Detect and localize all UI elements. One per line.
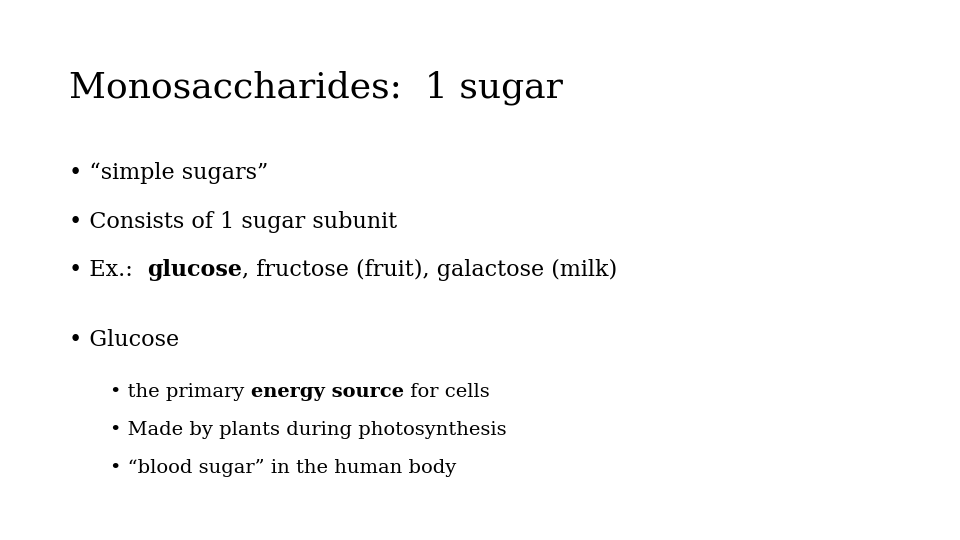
Text: energy source: energy source (251, 383, 404, 401)
Text: • Made by plants during photosynthesis: • Made by plants during photosynthesis (110, 421, 507, 439)
Text: • Ex.:: • Ex.: (69, 259, 147, 281)
Text: • Consists of 1 sugar subunit: • Consists of 1 sugar subunit (69, 211, 397, 233)
Text: Monosaccharides:  1 sugar: Monosaccharides: 1 sugar (69, 70, 563, 105)
Text: • Glucose: • Glucose (69, 329, 180, 352)
Text: , fructose (fruit), galactose (milk): , fructose (fruit), galactose (milk) (242, 259, 617, 281)
Text: glucose: glucose (147, 259, 242, 281)
Text: • the primary: • the primary (110, 383, 251, 401)
Text: • “simple sugars”: • “simple sugars” (69, 162, 269, 184)
Text: • “blood sugar” in the human body: • “blood sugar” in the human body (110, 459, 457, 477)
Text: for cells: for cells (404, 383, 490, 401)
